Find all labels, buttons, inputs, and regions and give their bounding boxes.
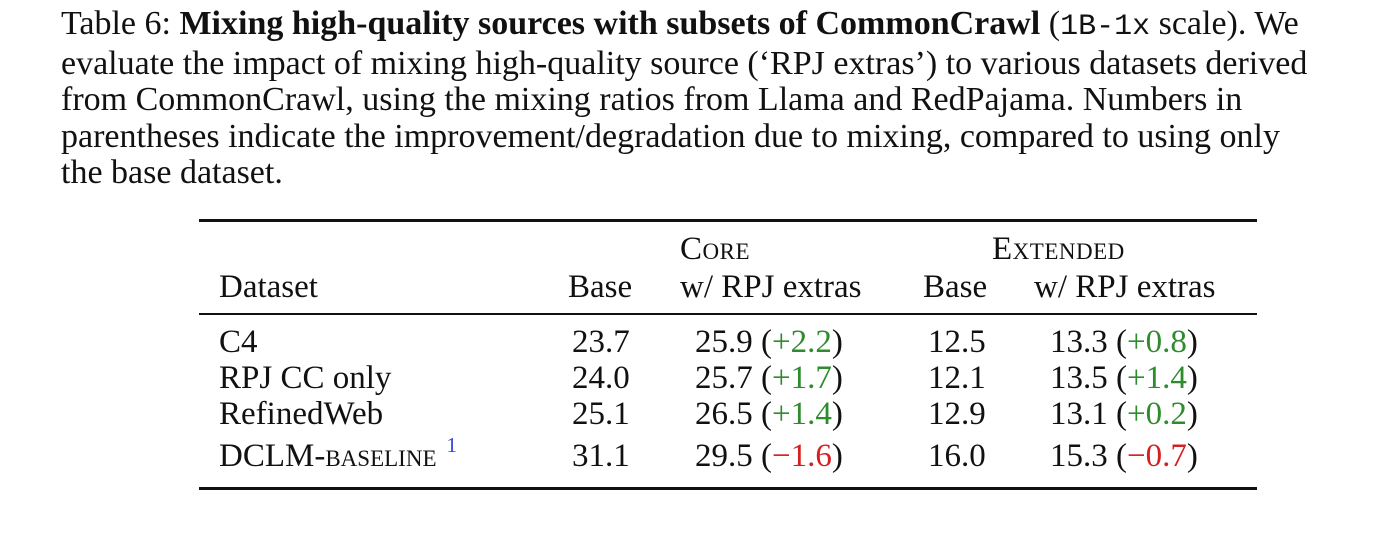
group-header-extended: Extended: [992, 231, 1125, 267]
delta-improvement: +0.8: [1127, 324, 1187, 360]
table-cell-extended-extras: 13.1 (+0.2): [1050, 396, 1198, 432]
value: 15.3: [1050, 438, 1108, 474]
table-cell-core-base: 23.7: [572, 324, 630, 360]
table-header-rule: [199, 313, 1257, 315]
group-header-core: Core: [680, 231, 751, 267]
dataset-name-smallcaps: baseline: [325, 438, 437, 474]
table-row-dataset: DCLM-baseline 1: [219, 433, 457, 476]
column-header-dataset: Dataset: [219, 269, 318, 305]
table-cell-extended-base: 12.9: [928, 396, 986, 432]
caption-scale-code: 1B-1x: [1060, 10, 1151, 44]
caption-line-5: the base dataset.: [61, 154, 283, 191]
delta-improvement: +1.4: [772, 396, 832, 432]
delta-improvement: +1.4: [1127, 360, 1187, 396]
column-header-extended-extras: w/ RPJ extras: [1034, 269, 1216, 305]
caption-line-4: parentheses indicate the improvement/deg…: [61, 117, 1280, 155]
delta-improvement: +1.7: [772, 360, 832, 396]
column-header-extended-base: Base: [923, 269, 988, 305]
dataset-name: C4: [219, 324, 258, 360]
dataset-name: DCLM-: [219, 438, 326, 474]
column-header-core-base: Base: [568, 269, 633, 305]
caption-label: Table 6:: [61, 5, 171, 42]
table-row-dataset: RefinedWeb: [219, 397, 383, 431]
dataset-name: RefinedWeb: [219, 396, 384, 432]
table-cell-extended-extras: 13.3 (+0.8): [1050, 324, 1198, 360]
table-cell-core-extras: 29.5 (−1.6): [695, 438, 843, 474]
value: 13.1: [1050, 396, 1108, 432]
caption-line-3: from CommonCrawl, using the mixing ratio…: [61, 81, 1243, 118]
value: 26.5: [695, 396, 753, 432]
table-bottom-rule: [199, 487, 1257, 490]
table-cell-extended-base: 16.0: [928, 438, 986, 474]
table-caption: Table 6: Mixing high-quality sources wit…: [61, 5, 1391, 192]
caption-scale-close: scale).: [1150, 5, 1247, 42]
caption-scale-open: (: [1040, 5, 1061, 42]
footnote-marker[interactable]: 1: [446, 433, 458, 457]
table-cell-core-base: 25.1: [572, 396, 630, 432]
table-cell-core-extras: 26.5 (+1.4): [695, 396, 843, 432]
delta-improvement: +0.2: [1127, 396, 1187, 432]
dataset-name: RPJ CC only: [219, 360, 392, 396]
value: 29.5: [695, 438, 753, 474]
value: 25.9: [695, 324, 753, 360]
caption-line-1: Table 6: Mixing high-quality sources wit…: [61, 5, 1391, 46]
table-top-rule: [199, 219, 1257, 222]
table-cell-extended-base: 12.1: [928, 360, 986, 396]
caption-line-2: evaluate the impact of mixing high-quali…: [61, 44, 1308, 82]
table-cell-extended-extras: 15.3 (−0.7): [1050, 438, 1198, 474]
delta-improvement: +2.2: [772, 324, 832, 360]
table-cell-core-base: 24.0: [572, 360, 630, 396]
table-cell-core-extras: 25.9 (+2.2): [695, 324, 843, 360]
value: 13.5: [1050, 360, 1108, 396]
caption-line1-tail: We: [1246, 5, 1299, 42]
delta-degradation: −1.6: [772, 438, 832, 474]
value: 25.7: [695, 360, 753, 396]
caption-title: Mixing high-quality sources with subsets…: [179, 5, 1041, 42]
table-cell-core-base: 31.1: [572, 438, 630, 474]
table-cell-core-extras: 25.7 (+1.7): [695, 360, 843, 396]
delta-degradation: −0.7: [1127, 438, 1187, 474]
table-cell-extended-base: 12.5: [928, 324, 986, 360]
column-header-core-extras: w/ RPJ extras: [680, 269, 862, 305]
table-row-dataset: RPJ CC only: [219, 361, 391, 395]
table-cell-extended-extras: 13.5 (+1.4): [1050, 360, 1198, 396]
value: 13.3: [1050, 324, 1108, 360]
table-row-dataset: C4: [219, 325, 258, 359]
